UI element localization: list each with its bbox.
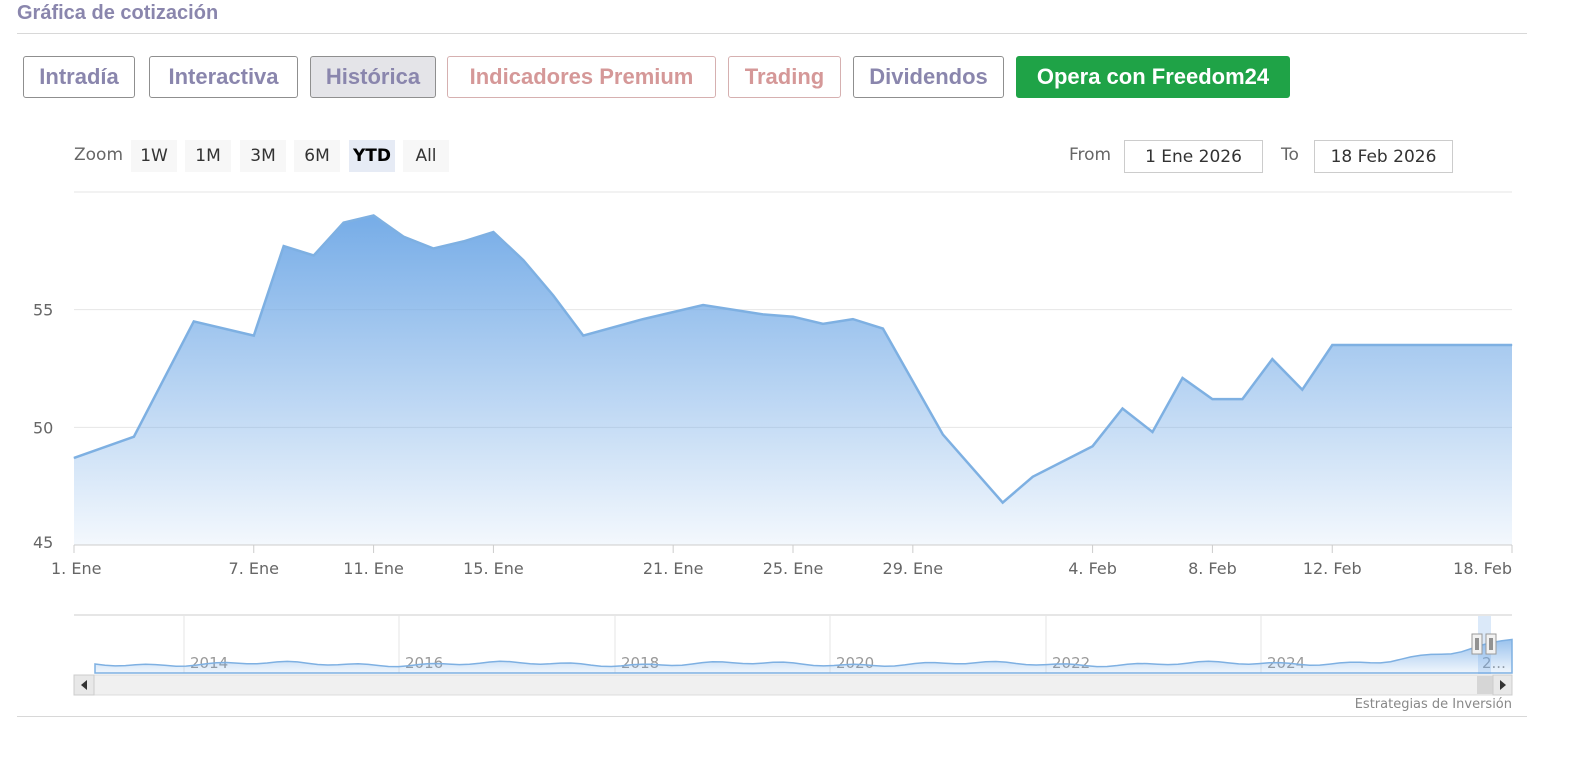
y-tick-label: 45 [33,533,53,552]
y-tick-label: 50 [33,418,53,437]
data-point [1481,344,1483,346]
data-point [642,318,644,320]
data-point [822,323,824,325]
x-axis: 1. Ene 7. Ene 11. Ene 15. Ene 21. Ene 25. Ene… [51,544,1513,578]
opera-freedom24-button[interactable]: Opera con Freedom24 [1016,56,1290,98]
navigator-left-handle[interactable] [1471,633,1483,655]
series-area [74,215,1512,545]
x-tick-label: 15. Ene [463,559,524,578]
arrow-right-icon [1500,680,1506,690]
tab-historica[interactable]: Histórica [310,56,436,98]
data-point [1211,398,1213,400]
range-from-label: From [1069,145,1112,165]
scrollbar-track[interactable] [73,674,1513,696]
data-point [882,328,884,329]
data-point [492,231,494,233]
arrow-left-icon [81,680,87,690]
data-point [522,259,524,261]
data-point [1032,476,1034,478]
tab-trading[interactable]: Trading [728,56,841,98]
series-line [73,214,1512,505]
data-point [313,255,315,256]
data-point [762,313,764,315]
x-tick-label: 1. Ene [51,559,101,578]
data-point [463,240,464,242]
zoom-label: Zoom [74,145,124,165]
data-point [253,335,255,337]
x-tick-label: 29. Ene [883,559,944,578]
tab-dividendos[interactable]: Dividendos [853,56,1004,98]
y-axis: 45 50 55 [33,301,53,552]
data-point [582,335,584,337]
zoom-ytd-button[interactable]: YTD [349,140,395,172]
data-point [1511,344,1513,346]
x-tick-label: 21. Ene [643,559,704,578]
data-point [942,433,944,435]
range-from-input[interactable] [1124,140,1263,173]
data-point [373,215,375,216]
zoom-3m-button[interactable]: 3M [240,140,286,172]
data-point [1241,398,1243,400]
data-point [1331,344,1333,346]
data-point [792,316,794,318]
navigator-right-handle[interactable] [1485,633,1497,655]
zoom-1m-button[interactable]: 1M [185,140,231,172]
navigator[interactable]: 2014201620182020202220242... [74,614,1513,674]
zoom-all-button[interactable]: All [403,140,449,172]
x-tick-label: 4. Feb [1068,559,1117,578]
data-point [702,304,704,306]
navigator-series [94,638,1513,674]
x-tick-label: 25. Ene [763,559,824,578]
data-point [1092,445,1094,447]
footer-divider [17,716,1527,717]
zoom-6m-button[interactable]: 6M [294,140,340,172]
data-point [133,436,135,438]
scrollbar-thumb[interactable] [1477,676,1493,694]
data-point [403,236,404,238]
data-point [343,222,345,224]
title-divider [17,33,1527,34]
data-point [1391,344,1393,346]
tab-indicadores-premium[interactable]: Indicadores Premium [447,56,716,98]
data-point [1301,389,1303,391]
chart-credit: Estrategias de Inversión [1354,697,1512,712]
data-point [1451,344,1453,346]
range-to-input[interactable] [1314,140,1453,173]
data-point [1152,431,1153,433]
y-tick-label: 55 [33,301,53,320]
page-title: Gráfica de cotización [17,2,219,24]
x-tick-label: 7. Ene [229,559,279,578]
x-tick-label: 12. Feb [1303,559,1362,578]
data-point [1002,502,1004,504]
navigator-selected-range[interactable] [1478,616,1491,674]
zoom-1w-button[interactable]: 1W [131,140,177,172]
tab-interactiva[interactable]: Interactiva [149,56,298,98]
data-point [193,320,195,322]
data-point [433,248,434,249]
x-tick-label: 11. Ene [343,559,404,578]
data-point [852,318,854,320]
data-point [1421,344,1423,346]
data-point [1361,344,1363,346]
data-point [1271,358,1273,360]
data-point [283,245,285,247]
data-point [1182,377,1183,379]
range-to-label: To [1281,145,1299,165]
data-point [552,295,554,296]
x-tick-label: 18. Feb [1453,559,1512,578]
navigator-scrollbar[interactable] [73,674,1513,696]
series-points [73,215,1513,504]
data-point [1122,408,1123,409]
x-tick-label: 8. Feb [1188,559,1237,578]
data-point [73,457,75,459]
tab-intradia[interactable]: Intradía [23,56,135,98]
